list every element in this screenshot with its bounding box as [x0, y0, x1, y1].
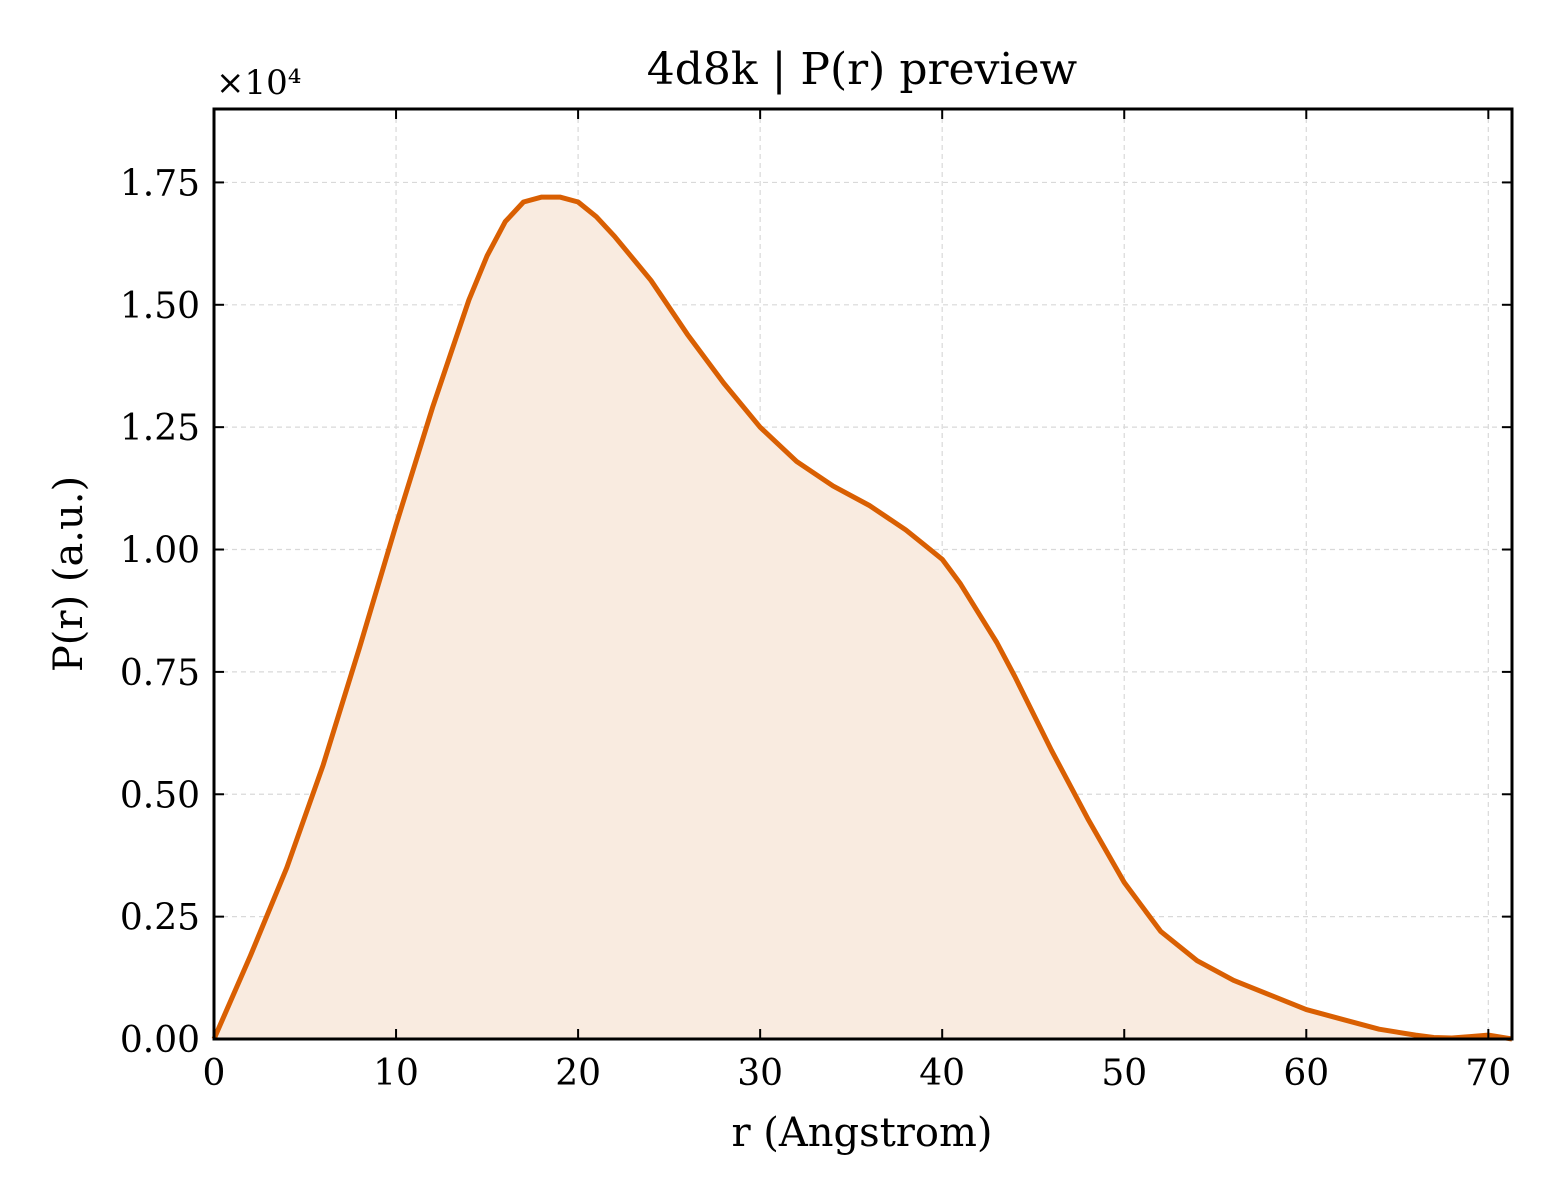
pr-series-line [211, 194, 1513, 1042]
ticks: 0 10 20 30 40 50 60 70 0.00 0.25 0.50 0.75 1.00 1.25 1… [120, 109, 1512, 1094]
y-tick-label: 0.00 [120, 1020, 200, 1061]
x-tick-label: 0 [203, 1053, 226, 1094]
y-tick-label: 0.50 [120, 775, 200, 816]
x-tick-label: 40 [919, 1053, 965, 1094]
y-tick-label: 0.75 [120, 653, 200, 694]
x-tick-label: 10 [373, 1053, 419, 1094]
x-axis-label: r (Angstrom) [731, 1110, 992, 1156]
y-multiplier-label: ×10⁴ [216, 63, 301, 103]
x-tick-label: 20 [555, 1053, 601, 1094]
pr-area-fill [214, 197, 1512, 1040]
x-tick-label: 60 [1283, 1053, 1329, 1094]
y-tick-label: 1.25 [120, 408, 200, 449]
x-tick-label: 70 [1465, 1053, 1511, 1094]
y-tick-label: 1.50 [120, 286, 200, 327]
x-tick-label: 50 [1101, 1053, 1147, 1094]
plot-frame [212, 107, 1514, 1041]
y-tick-label: 1.00 [120, 531, 200, 572]
chart-title: 4d8k | P(r) preview [647, 44, 1078, 95]
y-axis-label: P(r) (a.u.) [46, 476, 92, 672]
y-tick-label: 1.75 [120, 163, 200, 204]
x-tick-label: 30 [737, 1053, 783, 1094]
y-tick-label: 0.25 [120, 898, 200, 939]
